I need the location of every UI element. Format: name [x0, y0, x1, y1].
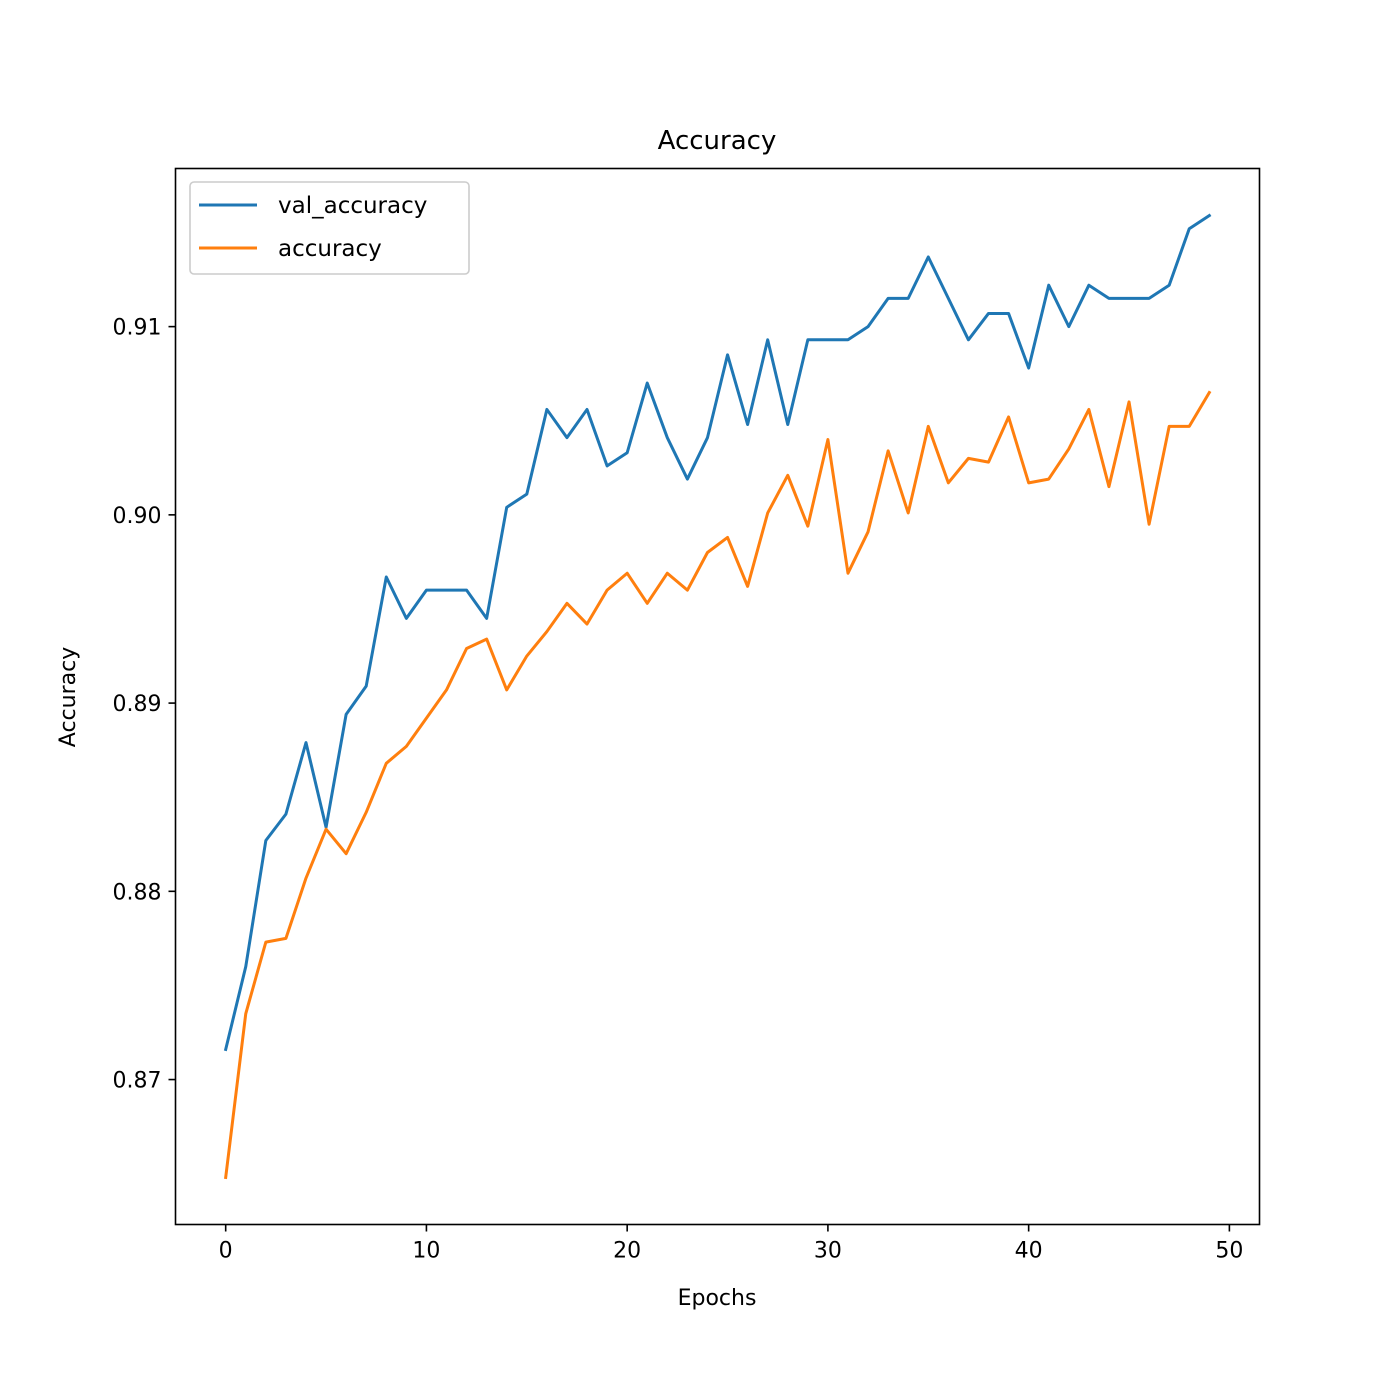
- x-axis-label: Epochs: [678, 1286, 757, 1311]
- legend-entry-label: accuracy: [278, 236, 382, 262]
- legend: val_accuracy accuracy: [189, 181, 470, 275]
- series-line-val-accuracy: [223, 213, 1212, 1052]
- y-tick-label: 0.91: [113, 316, 162, 341]
- series-line-accuracy: [224, 390, 1212, 1180]
- legend-box: [189, 181, 470, 275]
- y-axis-label: Accuracy: [56, 647, 81, 747]
- x-tick-label: 10: [412, 1239, 440, 1264]
- x-tick-label: 50: [1215, 1239, 1243, 1264]
- plot-frame: [174, 167, 1261, 1226]
- y-tick-label: 0.87: [113, 1069, 162, 1094]
- x-tick-label: 0: [219, 1239, 233, 1264]
- y-tick-label: 0.90: [113, 504, 162, 529]
- x-axis: 0 10 20 30 40 50: [219, 1224, 1243, 1264]
- y-tick-label: 0.89: [113, 692, 162, 717]
- y-tick-label: 0.88: [113, 880, 162, 905]
- legend-entry-label: val_accuracy: [278, 193, 427, 219]
- y-axis: 0.87 0.88 0.89 0.90 0.91: [113, 316, 176, 1094]
- x-tick-label: 40: [1015, 1239, 1043, 1264]
- plot-area: [223, 213, 1212, 1180]
- chart-title: Accuracy: [658, 126, 777, 156]
- x-tick-label: 20: [613, 1239, 641, 1264]
- x-tick-label: 30: [814, 1239, 842, 1264]
